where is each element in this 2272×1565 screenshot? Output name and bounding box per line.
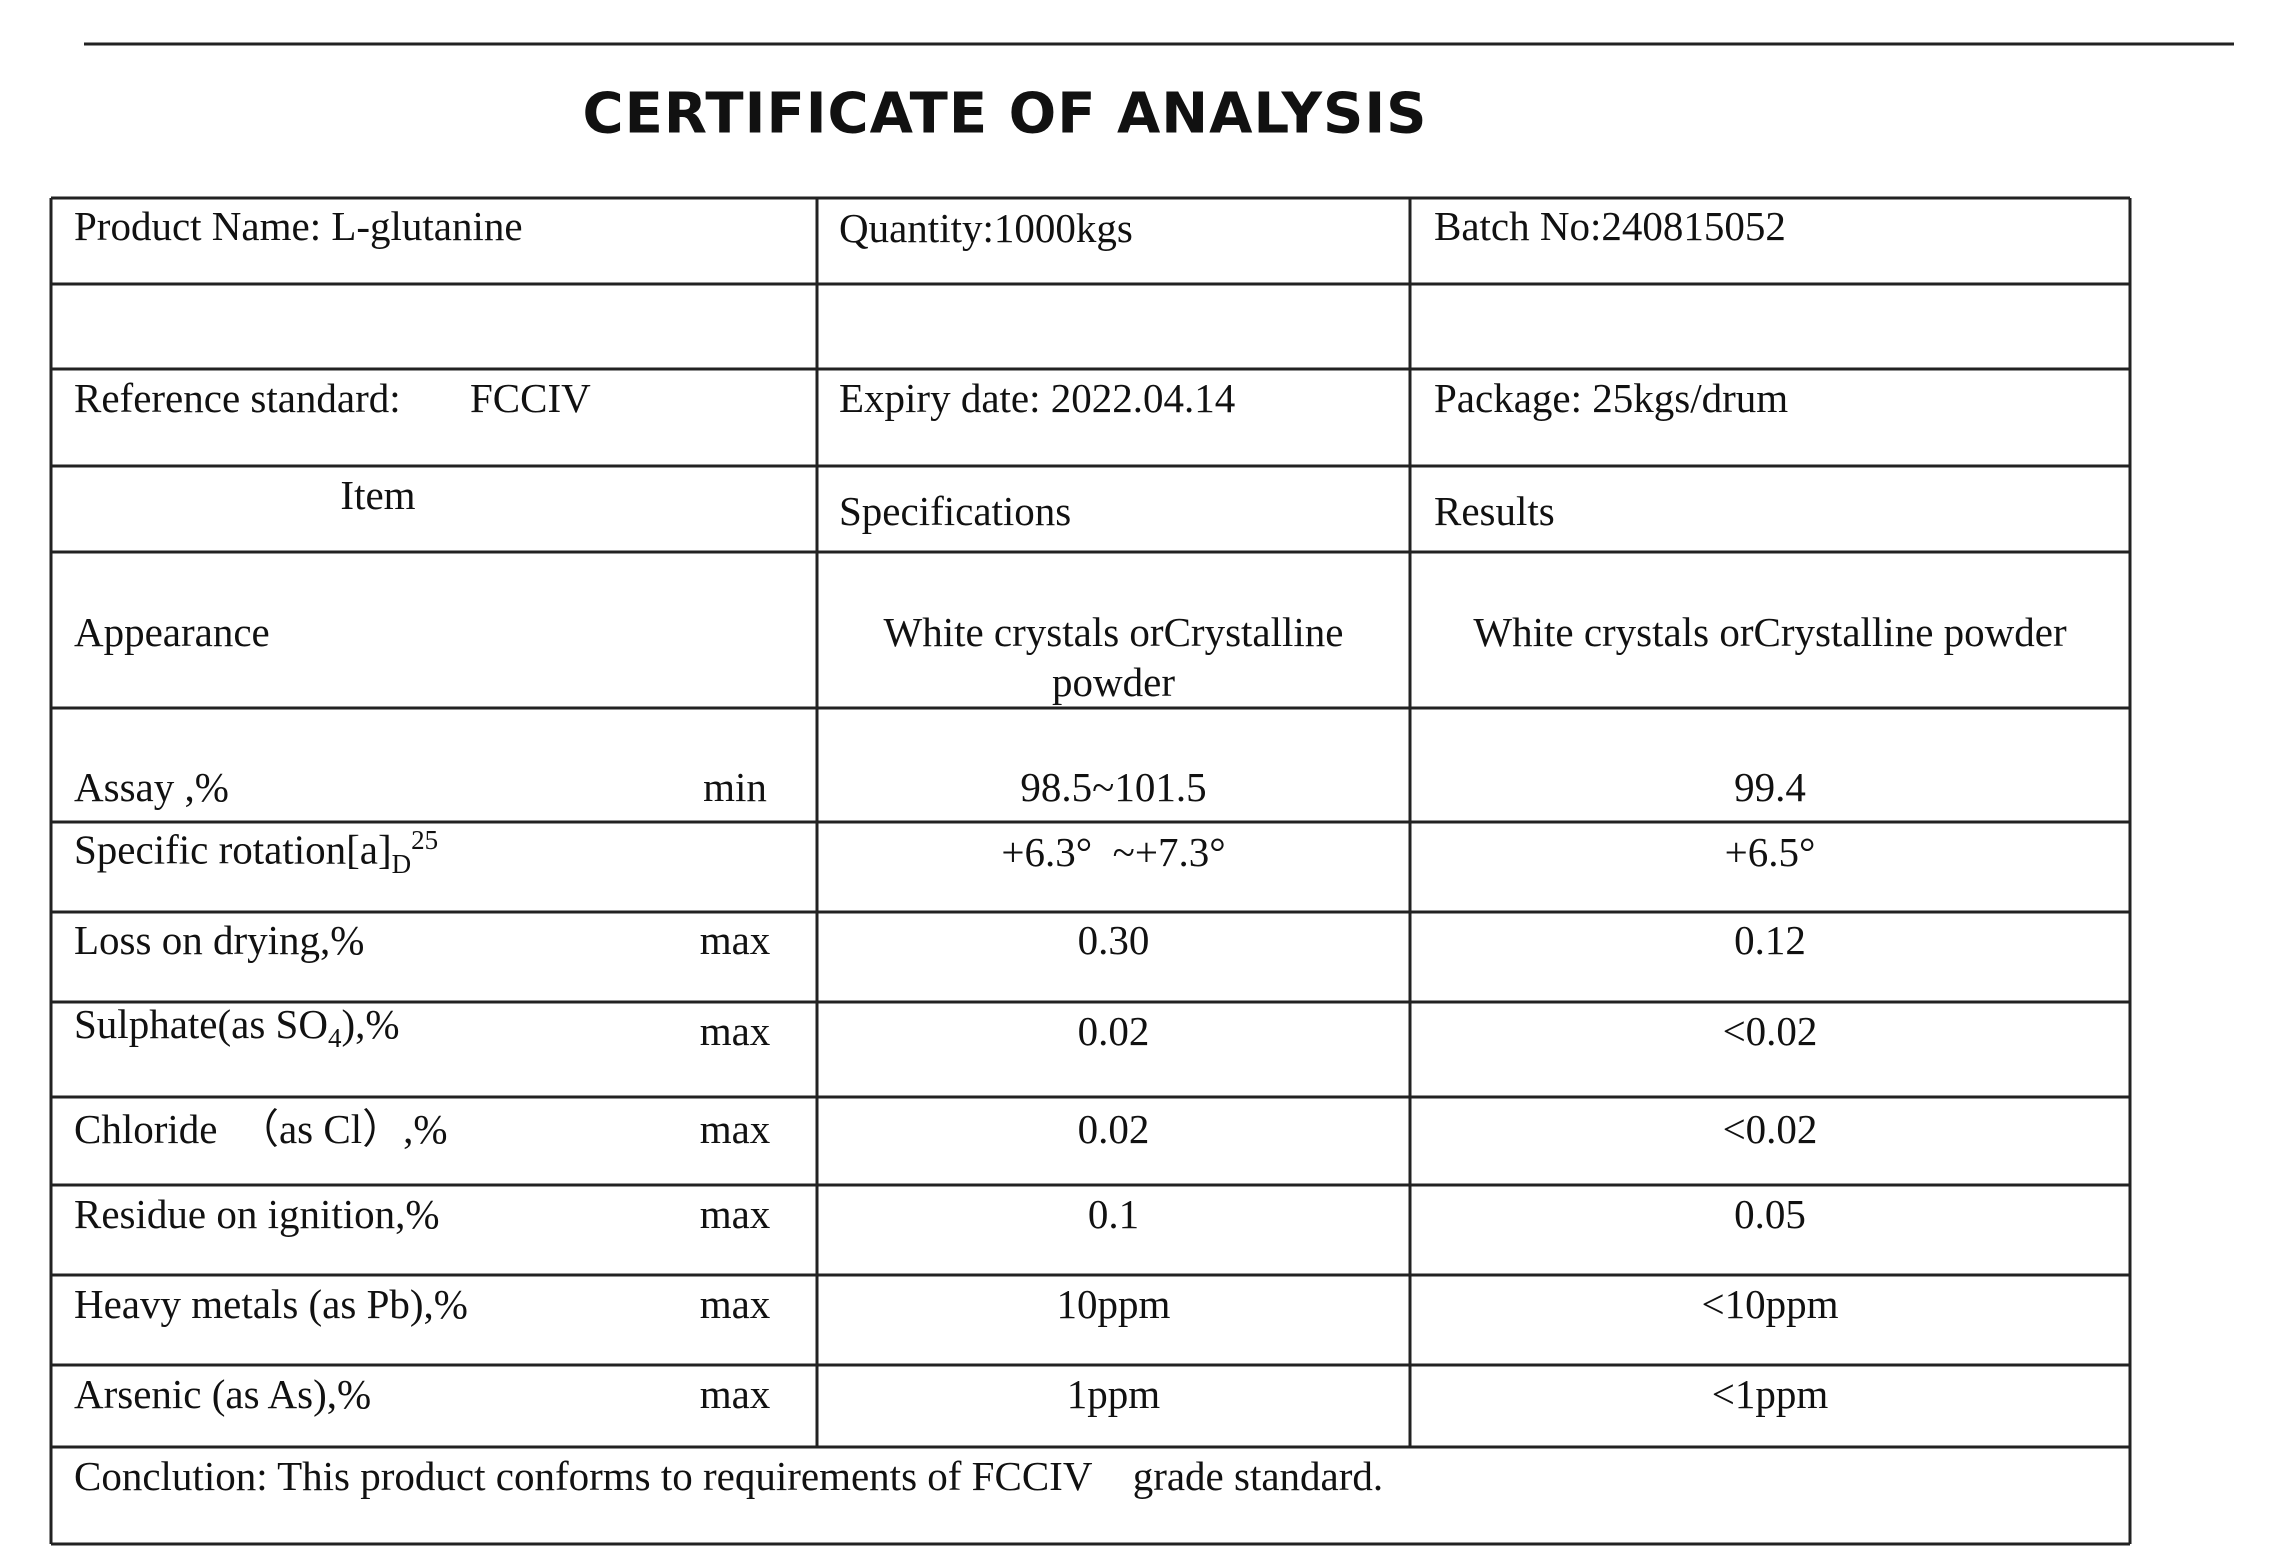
item-name: Chloride （as Cl）,% <box>74 1104 448 1154</box>
item-text: Loss on drying,% <box>74 917 365 963</box>
specification: 98.5~101.5 <box>1020 764 1207 810</box>
limit-qualifier: max <box>699 1281 771 1327</box>
item-name: Heavy metals (as Pb),% <box>74 1279 468 1329</box>
item-text: Appearance <box>74 609 270 655</box>
reference-standard-label: Reference standard: <box>74 375 401 421</box>
reference-standard-value: FCCIV <box>470 375 591 421</box>
item-name: Appearance <box>74 607 270 657</box>
column-header: Specifications <box>839 488 1072 534</box>
item-subscript: D <box>391 848 412 879</box>
specification: 1ppm <box>1066 1371 1161 1417</box>
column-header: Item <box>340 472 416 518</box>
item-name: Residue on ignition,% <box>74 1189 440 1239</box>
limit-qualifier: max <box>699 917 771 963</box>
result: <0.02 <box>1722 1106 1818 1152</box>
product-name: Product Name: L-glutanine <box>74 203 523 249</box>
specification: 0.30 <box>1077 917 1150 963</box>
expiry-date: Expiry date: 2022.04.14 <box>839 375 1236 421</box>
result: 0.05 <box>1734 1191 1806 1237</box>
item-text: Assay ,% <box>74 764 229 810</box>
specification: 0.02 <box>1077 1106 1150 1152</box>
package: Package: 25kgs/drum <box>1434 375 1789 421</box>
item-name: Sulphate(as SO4),% <box>74 999 400 1063</box>
limit-qualifier: max <box>699 1191 771 1237</box>
column-header: Results <box>1434 488 1555 534</box>
specification: 0.02 <box>1077 1008 1150 1054</box>
item-text: Sulphate(as SO <box>74 1000 328 1047</box>
item-text: Arsenic (as As),% <box>74 1371 372 1417</box>
item-text: ),% <box>341 1000 400 1047</box>
specification: +6.3° ~+7.3° <box>1001 829 1226 875</box>
item-text: Heavy metals (as Pb),% <box>74 1281 468 1327</box>
result: <0.02 <box>1722 1008 1818 1054</box>
result: +6.5° <box>1724 829 1816 875</box>
result: 0.12 <box>1734 917 1806 963</box>
result: White crystals orCrystalline powder <box>1473 609 2067 655</box>
specification: 10ppm <box>1056 1281 1171 1327</box>
item-name: Assay ,% <box>74 762 229 812</box>
result: <10ppm <box>1701 1281 1839 1327</box>
document-title: CERTIFICATE OF ANALYSIS <box>582 81 1428 147</box>
quantity: Quantity:1000kgs <box>839 205 1133 251</box>
specification: White crystals orCrystalline powder <box>883 609 1344 705</box>
limit-qualifier: max <box>699 1371 771 1417</box>
item-name: Loss on drying,% <box>74 915 364 965</box>
specification: 0.1 <box>1087 1191 1140 1237</box>
item-text: Specific rotation[a] <box>74 826 392 873</box>
item-name: Arsenic (as As),% <box>74 1369 371 1419</box>
item-name: Specific rotation[a]D25 <box>74 815 438 889</box>
limit-qualifier: min <box>703 764 767 810</box>
result: 99.4 <box>1734 764 1806 810</box>
conclusion: Conclution: This product conforms to req… <box>74 1453 1384 1499</box>
batch-number: Batch No:240815052 <box>1434 203 1786 249</box>
item-subscript: 4 <box>327 1023 342 1054</box>
limit-qualifier: max <box>699 1106 771 1152</box>
limit-qualifier: max <box>699 1008 771 1054</box>
result: <1ppm <box>1711 1371 1829 1417</box>
item-superscript: 25 <box>411 825 439 856</box>
item-text: Residue on ignition,% <box>74 1191 440 1237</box>
item-text: Chloride （as Cl）,% <box>74 1106 448 1152</box>
